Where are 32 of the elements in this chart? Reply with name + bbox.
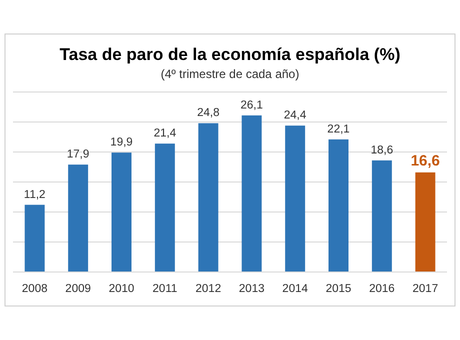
- data-label: 24,8: [197, 107, 220, 120]
- bar: [68, 164, 88, 272]
- data-label: 19,9: [110, 136, 133, 149]
- data-label: 18,6: [370, 144, 394, 156]
- x-tick-label: 2011: [152, 283, 178, 296]
- bar: [415, 172, 436, 272]
- data-label: 17,9: [66, 148, 90, 161]
- chart-subtitle: (4º trimestre de cada año): [160, 67, 300, 81]
- bar: [372, 160, 392, 272]
- bar: [242, 115, 262, 272]
- bar: [154, 144, 175, 272]
- x-tick-label: 2014: [282, 283, 308, 296]
- data-label: 16,6: [410, 152, 440, 170]
- data-label: 22,1: [327, 123, 350, 136]
- x-tick-label: 2015: [326, 283, 352, 296]
- data-label: 21,4: [154, 128, 177, 140]
- chart-title: Tasa de paro de la economía española (%): [60, 45, 400, 64]
- data-label: 24,4: [284, 110, 307, 122]
- x-tick-label: 2012: [196, 283, 222, 296]
- x-tick-label: 2016: [369, 283, 395, 296]
- bar: [198, 123, 218, 272]
- x-tick-label: 2013: [238, 283, 264, 296]
- x-tick-label: 2009: [65, 283, 91, 296]
- x-tick-label: 2008: [22, 283, 48, 296]
- bar: [24, 204, 45, 272]
- x-tick-label: 2017: [412, 283, 438, 296]
- bar: [285, 126, 306, 272]
- x-tick-label: 2010: [108, 283, 134, 296]
- data-label: 11,2: [24, 188, 46, 201]
- data-label: 26,1: [240, 99, 263, 112]
- bar: [112, 152, 132, 272]
- bar: [328, 139, 348, 272]
